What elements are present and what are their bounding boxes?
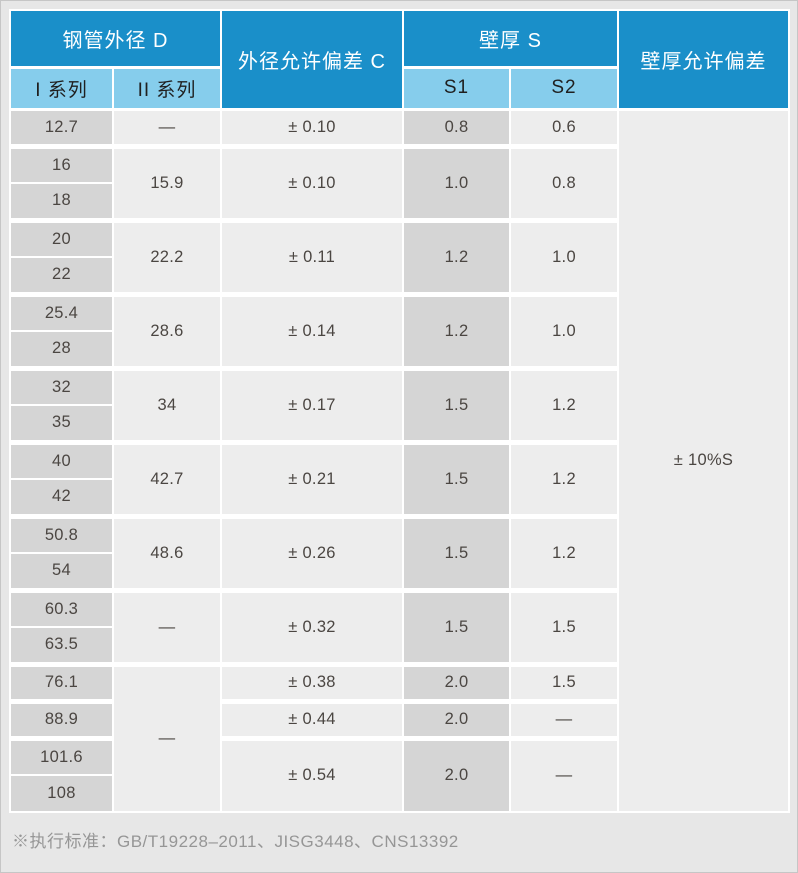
cell-od-tolerance: ± 0.32 [220, 587, 404, 665]
table-row: 108 [9, 774, 789, 813]
cell-series1: 25.4 [9, 291, 114, 332]
cell-od-tolerance: ± 0.17 [220, 365, 404, 443]
cell-series1: 108 [9, 774, 114, 813]
cell-series1: 60.3 [9, 587, 114, 628]
cell-od-tolerance: ± 0.11 [220, 217, 404, 295]
cell-series1: 40 [9, 439, 114, 480]
cell-s2: 1.2 [509, 365, 619, 443]
cell-series2: — [112, 587, 222, 665]
cell-series1: 42 [9, 478, 114, 517]
cell-series1: 32 [9, 365, 114, 406]
cell-s1: 0.8 [402, 108, 511, 147]
cell-s2: 0.8 [509, 143, 619, 221]
cell-series1: 20 [9, 217, 114, 258]
cell-series1: 88.9 [9, 698, 114, 739]
table-row: 88.9 ± 0.44 2.0— [9, 698, 789, 739]
cell-s1: 2.0 [402, 735, 511, 813]
header-outer-diameter: 钢管外径 D [9, 9, 222, 69]
wall-tolerance-cell: ± 10%S [617, 108, 790, 813]
cell-s2: 0.6 [509, 108, 619, 147]
cell-s1: 1.5 [402, 365, 511, 443]
header-wall-tolerance: 壁厚允许偏差 [617, 9, 790, 111]
cell-series1: 54 [9, 552, 114, 591]
cell-s1: 2.0 [402, 698, 511, 739]
table-row: 12.7— ± 0.10 0.8 0.6 ± 10%S [9, 108, 790, 813]
cell-series2: 48.6 [112, 513, 222, 591]
cell-series1: 63.5 [9, 626, 114, 665]
cell-s2: 1.5 [509, 587, 619, 665]
table-row: 25.4 28.6 ± 0.14 1.2 1.0 [9, 291, 789, 369]
cell-series2: 42.7 [112, 439, 222, 517]
cell-s2: 1.5 [509, 661, 619, 702]
cell-series1: 50.8 [9, 513, 114, 554]
cell-series1: 16 [9, 143, 114, 184]
cell-od-tolerance: ± 0.38 [220, 661, 404, 702]
header-series-2: II 系列 [112, 66, 222, 111]
table-row: 76.1— ± 0.38 2.0 1.5 [9, 661, 789, 813]
cell-series2: 34 [112, 365, 222, 443]
standards-note: ※执行标准：GB/T19228–2011、JISG3448、CNS13392 [12, 832, 459, 851]
table-row: 32 34 ± 0.17 1.5 1.2 [9, 365, 789, 443]
cell-series1: 12.7 [9, 108, 114, 147]
header-row-2: I 系列 II 系列 S1 S2 [9, 66, 789, 111]
cell-series1: 28 [9, 330, 114, 369]
cell-s2: 1.0 [509, 291, 619, 369]
cell-series2: 28.6 [112, 291, 222, 369]
cell-od-tolerance: ± 0.44 [220, 698, 404, 739]
cell-series2: 15.9 [112, 143, 222, 221]
table-row: 42 [9, 478, 789, 517]
table-body: 12.7— ± 0.10 0.8 0.6 ± 10%S 16 15.9 ± 0.10 1.0 0.… [9, 108, 790, 813]
cell-series2: — [112, 661, 222, 813]
cell-s1: 1.5 [402, 587, 511, 665]
header-od-tolerance: 外径允许偏差 C [220, 9, 404, 111]
table-row: 50.8 48.6 ± 0.26 1.5 1.2 [9, 513, 789, 591]
header-series-1: I 系列 [9, 66, 114, 111]
cell-series2: — [112, 108, 222, 147]
header-wall-thickness: 壁厚 S [402, 9, 619, 69]
cell-s1: 1.5 [402, 439, 511, 517]
cell-s2: 1.2 [509, 439, 619, 517]
table-row: 28 [9, 330, 789, 369]
table-row: 60.3— ± 0.32 1.5 1.5 [9, 587, 789, 665]
table-row: 22 [9, 256, 789, 295]
cell-s2: 1.0 [509, 217, 619, 295]
table-row: 16 15.9 ± 0.10 1.0 0.8 [9, 143, 789, 221]
table-row: 40 42.7 ± 0.21 1.5 1.2 [9, 439, 789, 517]
cell-series1: 101.6 [9, 735, 114, 776]
cell-s2: — [509, 698, 619, 739]
table-row: 54 [9, 552, 789, 591]
cell-od-tolerance: ± 0.21 [220, 439, 404, 517]
cell-od-tolerance: ± 0.26 [220, 513, 404, 591]
cell-s1: 1.2 [402, 217, 511, 295]
cell-od-tolerance: ± 0.10 [220, 108, 404, 147]
cell-series2: 22.2 [112, 217, 222, 295]
cell-s1: 2.0 [402, 661, 511, 702]
table-row: 101.6 ± 0.54 2.0— [9, 735, 789, 813]
table-row: 35 [9, 404, 789, 443]
cell-series1: 22 [9, 256, 114, 295]
header-row-1: 钢管外径 D 外径允许偏差 C 壁厚 S 壁厚允许偏差 [9, 9, 790, 111]
cell-od-tolerance: ± 0.54 [220, 735, 404, 813]
header-s2: S2 [509, 66, 619, 111]
cell-s1: 1.5 [402, 513, 511, 591]
cell-s2: 1.2 [509, 513, 619, 591]
table-row: 63.5 [9, 626, 789, 665]
header-s1: S1 [402, 66, 511, 111]
cell-series1: 35 [9, 404, 114, 443]
cell-s1: 1.2 [402, 291, 511, 369]
cell-series1: 18 [9, 182, 114, 221]
cell-s1: 1.0 [402, 143, 511, 221]
cell-od-tolerance: ± 0.14 [220, 291, 404, 369]
pipe-spec-table: 钢管外径 D 外径允许偏差 C 壁厚 S 壁厚允许偏差 I 系列 II 系列 S… [9, 9, 790, 813]
cell-s2: — [509, 735, 619, 813]
cell-od-tolerance: ± 0.10 [220, 143, 404, 221]
cell-series1: 76.1 [9, 661, 114, 702]
table-row: 20 22.2 ± 0.11 1.2 1.0 [9, 217, 789, 295]
table-row: 18 [9, 182, 789, 221]
